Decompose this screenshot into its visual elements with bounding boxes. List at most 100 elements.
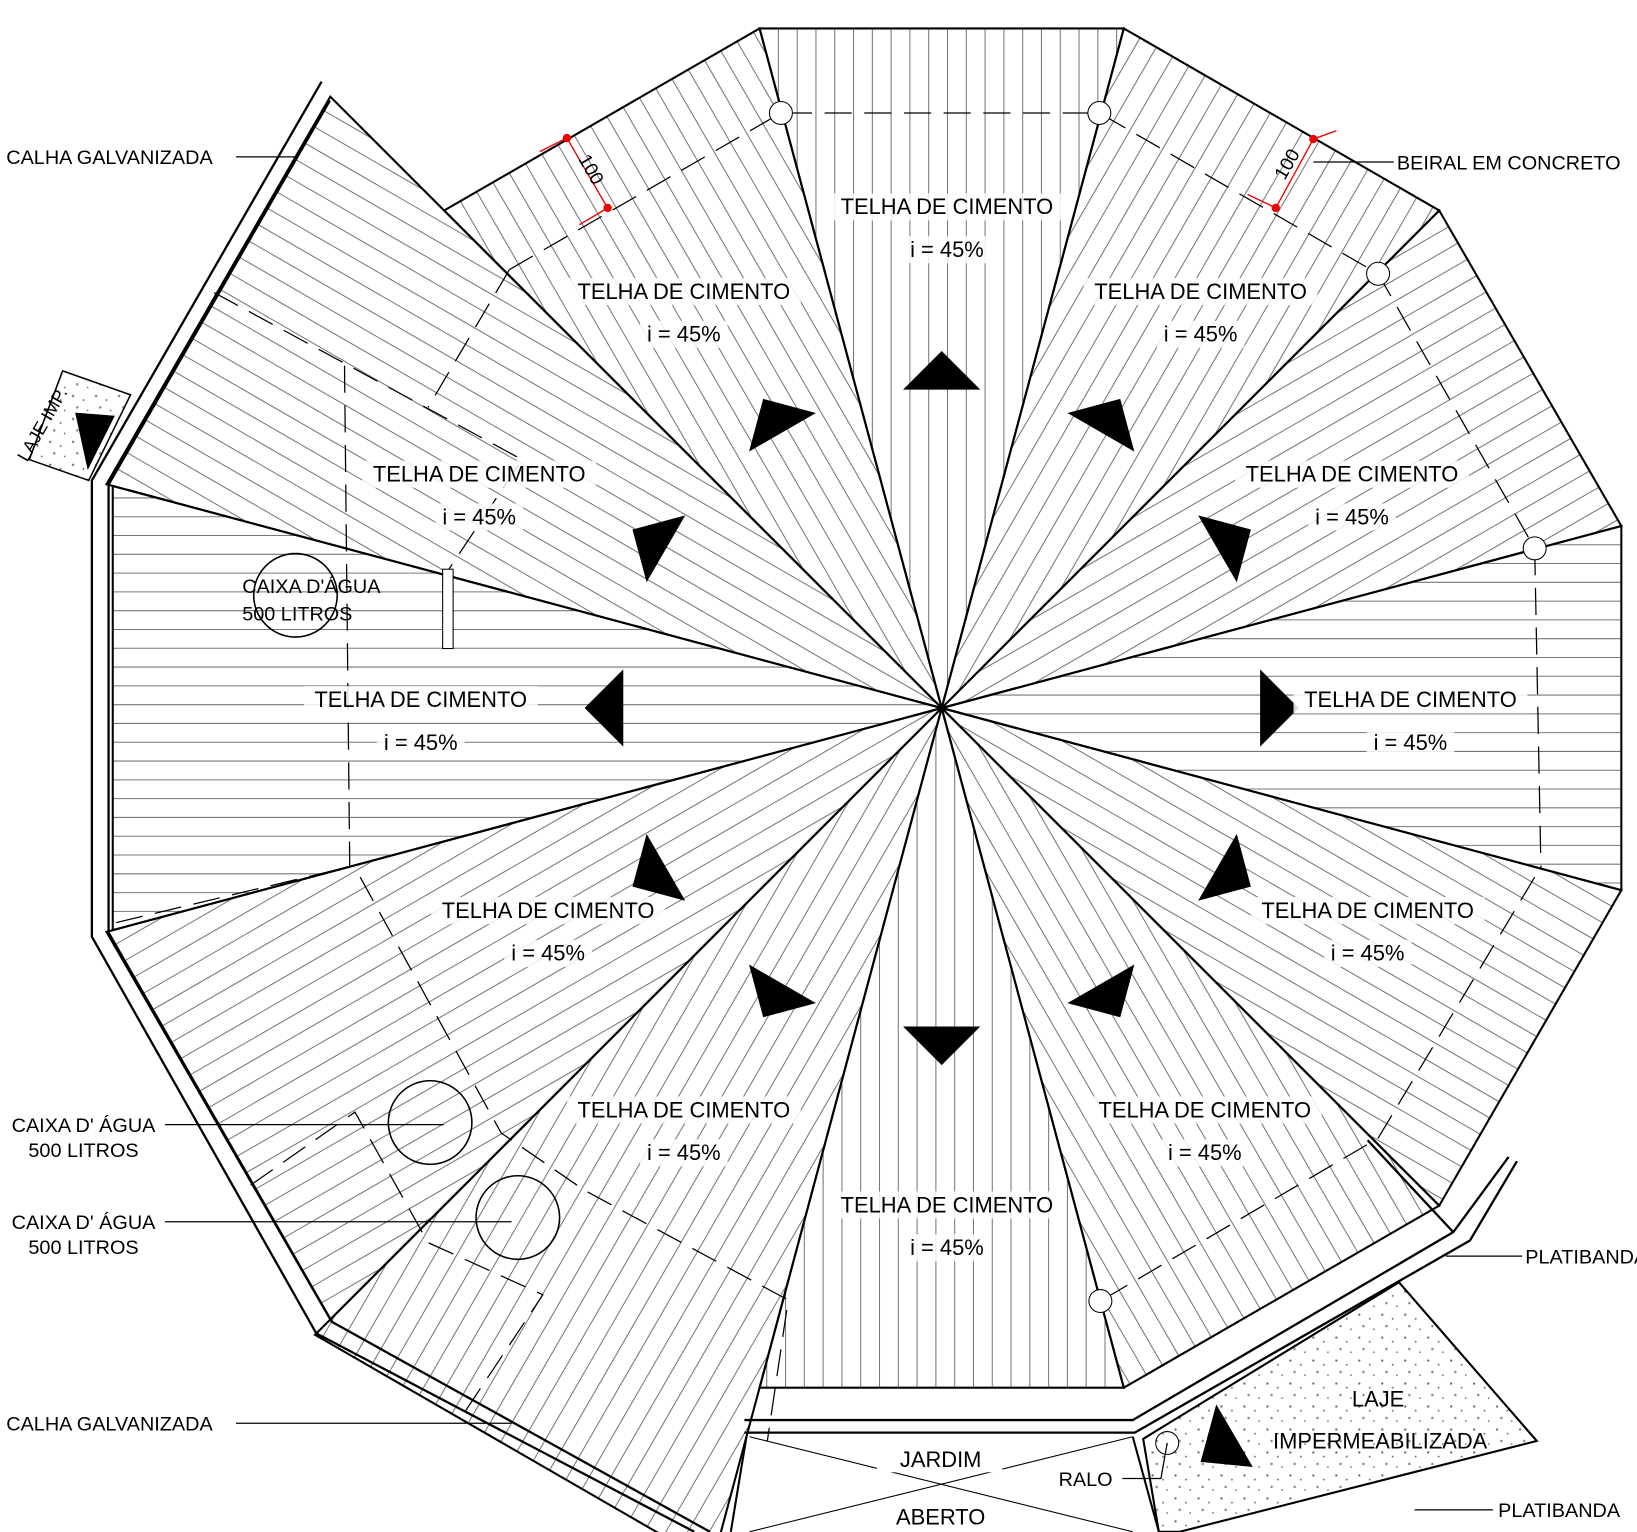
garden-label-bg — [876, 1440, 1003, 1473]
leader-lines — [164, 156, 1523, 1511]
label-bg — [504, 939, 592, 967]
garden-label-bg — [876, 1500, 1003, 1532]
tile-line — [953, 389, 1543, 730]
dashed-beam — [1100, 876, 1536, 1302]
label-bg — [1250, 897, 1485, 925]
tile-line — [500, 700, 930, 1443]
roof-panel — [758, 27, 1126, 713]
panel-material: TELHA DE CIMENTO — [841, 194, 1054, 219]
label-bg — [1087, 1096, 1322, 1124]
flow-arrow — [1260, 669, 1299, 747]
flow-arrow — [903, 351, 981, 390]
tile-line — [218, 288, 943, 708]
flow-arrow — [632, 515, 686, 583]
dashed-beam — [427, 269, 511, 408]
tile-line — [995, 150, 1336, 740]
panel-slope: i = 45% — [647, 322, 721, 347]
flow-arrow — [749, 398, 816, 452]
garden-edge — [1131, 1436, 1160, 1532]
tile-line — [209, 304, 934, 724]
roof-panel — [442, 26, 1094, 800]
panel-slope: i = 45% — [1331, 941, 1405, 966]
callout: BEIRAL EM CONCRETO — [1397, 152, 1621, 174]
flow-arrow — [75, 412, 115, 471]
panel-slope: i = 45% — [910, 237, 984, 262]
tile-line — [695, 813, 1125, 1532]
panel-slope: i = 45% — [647, 1140, 721, 1165]
tank-capacity: 500 LITROS — [242, 603, 352, 625]
gutter — [107, 99, 711, 1532]
tile-line — [957, 680, 1547, 1021]
panel-material: TELHA DE CIMENTO — [841, 1192, 1054, 1217]
water-tank — [252, 552, 338, 638]
label-bg — [1293, 686, 1528, 714]
tile-line — [532, 719, 962, 1462]
panel-material: TELHA DE CIMENTO — [314, 687, 527, 712]
garden-cross — [749, 1436, 1133, 1532]
garden-edge — [729, 1436, 748, 1532]
tile-line — [832, 56, 1174, 646]
panel-material: TELHA DE CIMENTO — [1098, 1097, 1311, 1122]
pipe — [442, 568, 454, 650]
garden-label: ABERTO — [896, 1504, 985, 1529]
panel-material: TELHA DE CIMENTO — [1304, 687, 1517, 712]
label-bg — [639, 1139, 728, 1167]
label-bg — [566, 1096, 801, 1124]
flow-arrow — [632, 833, 686, 901]
callout: 500 LITROS — [28, 1237, 138, 1259]
tile-line — [265, 207, 990, 626]
dashed-beam — [109, 365, 351, 925]
label-bg — [1160, 1139, 1249, 1167]
callout: CALHA GALVANIZADA — [6, 1414, 213, 1436]
tile-line — [985, 682, 1326, 1272]
waterproof-slab — [1142, 1280, 1539, 1532]
gutter — [90, 81, 695, 1532]
tile-hatch — [106, 109, 1047, 902]
tile-line — [200, 321, 925, 740]
tile-line — [418, 653, 848, 1396]
water-tank — [387, 1079, 473, 1166]
tile-line — [541, 153, 883, 743]
tile-line — [1004, 598, 1594, 940]
tile-line — [142, 575, 866, 995]
panel-slope: i = 45% — [910, 1235, 984, 1260]
panel-outline — [442, 26, 944, 712]
panel-material: TELHA DE CIMENTO — [1261, 898, 1474, 923]
label-bg — [1308, 503, 1396, 531]
tile-line — [198, 673, 923, 1093]
tile-line — [113, 527, 838, 946]
tile-line — [679, 803, 1109, 1532]
tank-label: CAIXA D'ÁGUA — [242, 575, 381, 598]
flow-arrow — [903, 1026, 981, 1066]
panel-material: TELHA DE CIMENTO — [1246, 462, 1459, 487]
label-bg — [566, 277, 801, 306]
callout: CALHA GALVANIZADA — [6, 147, 213, 169]
panel-material: TELHA DE CIMENTO — [578, 1097, 791, 1122]
panel-material: TELHA DE CIMENTO — [1094, 279, 1307, 304]
parapet — [744, 1160, 1518, 1434]
tile-line — [864, 75, 1206, 665]
parapet — [744, 1156, 1510, 1422]
callout: CAIXA D' ÁGUA — [12, 1211, 156, 1234]
tile-line — [1013, 582, 1603, 924]
tile-line — [189, 657, 913, 1076]
garden-label: JARDIM — [900, 1447, 982, 1472]
flow-arrow — [584, 669, 624, 747]
callout: PLATIBANDA — [1498, 1500, 1621, 1522]
flow-arrow — [1198, 515, 1251, 583]
tile-line — [752, 31, 1094, 621]
panel-slope: i = 45% — [1374, 730, 1448, 755]
tile-line — [525, 163, 866, 753]
callout: CAIXA D' ÁGUA — [12, 1114, 156, 1137]
label-bg — [1156, 320, 1245, 348]
flow-arrow — [1067, 964, 1135, 1018]
label-bg — [362, 460, 597, 488]
tile-line — [484, 690, 913, 1433]
tile-line — [916, 323, 1506, 665]
panel-slope: i = 45% — [511, 941, 585, 966]
dimension — [539, 130, 1337, 226]
tile-line — [190, 337, 915, 756]
water-tank — [475, 1174, 561, 1261]
label-bg — [903, 1234, 991, 1262]
tile-line — [467, 681, 897, 1424]
